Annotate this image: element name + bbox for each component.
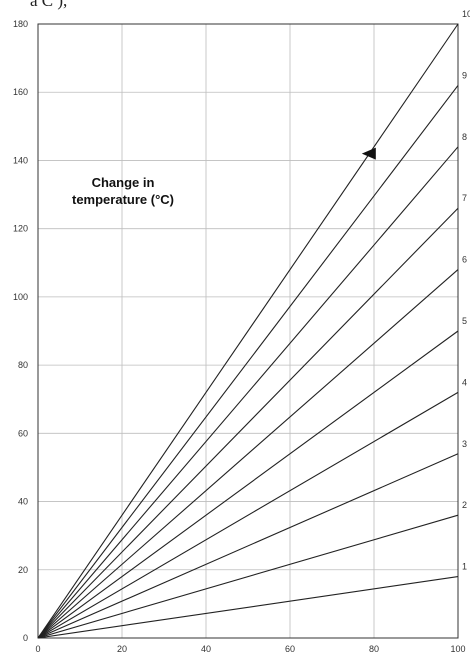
x-tick-label-40: 40 <box>201 644 211 654</box>
series-label-10: 10 <box>462 9 470 19</box>
annotation-line-2: temperature (°C) <box>72 192 174 207</box>
series-label-3: 3 <box>462 439 467 449</box>
series-label-8: 8 <box>462 132 467 142</box>
series-label-2: 2 <box>462 500 467 510</box>
series-line-5 <box>37 330 459 639</box>
series-label-4: 4 <box>462 377 467 387</box>
y-axis-ticks: 0 20 40 60 80 100 120 140 160 180 <box>13 19 28 643</box>
series-label-6: 6 <box>462 255 467 265</box>
x-tick-label-100: 100 <box>450 644 465 654</box>
series-line-4 <box>37 391 459 639</box>
arrow-marker-icon <box>361 147 376 160</box>
y-tick-label-80: 80 <box>18 360 28 370</box>
y-tick-label-180: 180 <box>13 19 28 29</box>
series-line-2 <box>37 514 459 639</box>
series-label-9: 9 <box>462 70 467 80</box>
cropped-header-text: a C ), <box>30 0 68 10</box>
x-axis-ticks: 0 20 40 60 80 100 <box>35 644 465 654</box>
x-tick-label-0: 0 <box>35 644 40 654</box>
y-tick-label-120: 120 <box>13 224 28 234</box>
series-line-10 <box>37 23 459 639</box>
series-label-5: 5 <box>462 316 467 326</box>
series-line-6 <box>37 269 459 639</box>
x-tick-label-20: 20 <box>117 644 127 654</box>
y-tick-label-40: 40 <box>18 497 28 507</box>
series-labels: 1 2 3 4 5 6 7 8 9 10 <box>462 9 470 572</box>
y-tick-label-100: 100 <box>13 292 28 302</box>
series-label-7: 7 <box>462 193 467 203</box>
y-tick-label-0: 0 <box>23 633 28 643</box>
y-tick-label-160: 160 <box>13 87 28 97</box>
y-tick-label-60: 60 <box>18 428 28 438</box>
series-line-8 <box>37 146 459 639</box>
x-tick-label-80: 80 <box>369 644 379 654</box>
series-line-7 <box>37 207 459 639</box>
y-tick-label-20: 20 <box>18 565 28 575</box>
series-lines <box>37 23 459 639</box>
marker-triangle <box>361 147 376 160</box>
series-line-3 <box>37 453 459 639</box>
y-tick-label-140: 140 <box>13 155 28 165</box>
x-tick-label-60: 60 <box>285 644 295 654</box>
series-label-1: 1 <box>462 562 467 572</box>
series-line-1 <box>37 576 459 639</box>
series-line-9 <box>37 85 459 639</box>
annotation-line-1: Change in <box>92 175 155 190</box>
